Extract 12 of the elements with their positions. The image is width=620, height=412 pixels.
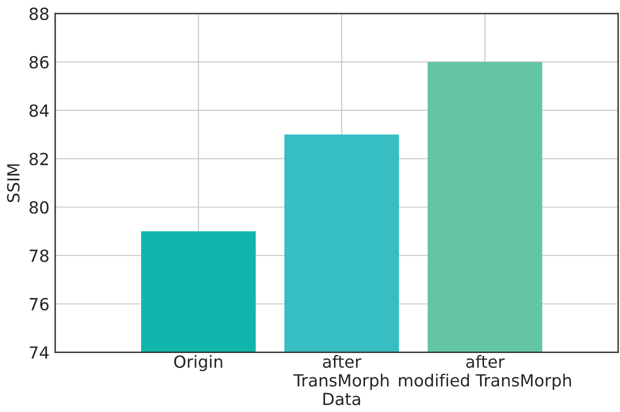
x-tick-label: after TransMorph Data [293, 355, 389, 406]
y-tick-label: 78 [30, 249, 48, 262]
y-axis-title: SSIM [7, 164, 20, 202]
y-tick-label: 76 [30, 298, 49, 310]
y-tick-label: 80 [30, 201, 49, 214]
y-tick-label: 74 [30, 346, 49, 359]
y-tick-label: 86 [30, 56, 49, 69]
y-tick-label: 84 [30, 104, 49, 117]
y-tick-label: 82 [30, 152, 48, 166]
x-tick-label: after modified TransMorph [398, 355, 571, 390]
y-tick-label: 88 [30, 8, 48, 20]
x-tick-label: Origin [174, 355, 222, 372]
